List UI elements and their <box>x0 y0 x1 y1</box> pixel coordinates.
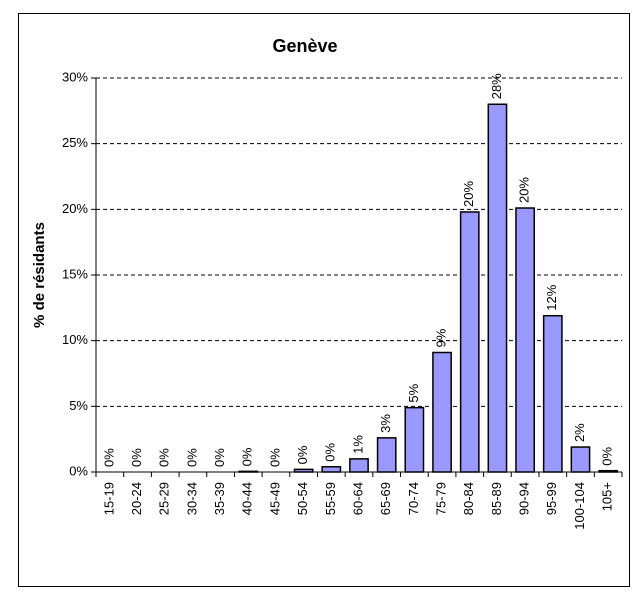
value-label: 9% <box>433 328 448 347</box>
value-label: 0% <box>295 445 310 464</box>
y-tick-label: 5% <box>69 398 88 413</box>
value-label: 20% <box>461 181 476 207</box>
x-tick-label: 50-54 <box>295 482 310 515</box>
bar <box>376 437 397 473</box>
x-tick-label: 25-29 <box>157 482 172 515</box>
x-tick-label: 100-104 <box>572 482 587 530</box>
value-label: 0% <box>212 448 227 467</box>
value-label: 0% <box>101 448 116 467</box>
x-tick-label: 75-79 <box>433 482 448 515</box>
x-tick-label: 55-59 <box>323 482 338 515</box>
x-tick-label: 30-34 <box>184 482 199 515</box>
value-label: 0% <box>157 448 172 467</box>
bar <box>404 406 425 473</box>
bar <box>598 469 619 473</box>
value-label: 3% <box>378 414 393 433</box>
bar <box>487 103 508 473</box>
bar <box>238 470 259 473</box>
value-label: 0% <box>267 448 282 467</box>
value-label: 0% <box>184 448 199 467</box>
x-tick-label: 40-44 <box>240 482 255 515</box>
y-tick-label: 10% <box>62 332 88 347</box>
x-tick-label: 70-74 <box>406 482 421 515</box>
value-label: 20% <box>517 177 532 203</box>
value-label: 5% <box>406 383 421 402</box>
bar <box>349 458 369 473</box>
y-tick-label: 25% <box>62 135 88 150</box>
bar <box>459 211 480 473</box>
bar <box>515 207 535 473</box>
x-tick-label: 60-64 <box>350 482 365 515</box>
value-label: 0% <box>240 447 255 466</box>
value-label: 2% <box>572 423 587 442</box>
y-tick-label: 15% <box>62 266 88 281</box>
bar <box>542 314 563 473</box>
bar <box>293 468 314 473</box>
x-tick-label: 65-69 <box>378 482 393 515</box>
chart-title: Genève <box>272 36 337 56</box>
y-tick-label: 30% <box>62 69 88 84</box>
value-label: 1% <box>350 435 365 454</box>
x-tick-label: 90-94 <box>517 482 532 515</box>
x-tick-label: 85-89 <box>489 482 504 515</box>
value-label: 0% <box>323 443 338 462</box>
bar <box>570 446 591 473</box>
value-label: 12% <box>544 284 559 310</box>
x-tick-label: 15-19 <box>101 482 116 515</box>
value-label: 28% <box>489 73 504 99</box>
x-tick-label: 20-24 <box>129 482 144 515</box>
bar <box>432 351 452 473</box>
y-tick-label: 0% <box>69 463 88 478</box>
bar <box>321 465 342 473</box>
x-tick-label: 95-99 <box>544 482 559 515</box>
x-tick-label: 80-84 <box>461 482 476 515</box>
y-tick-label: 20% <box>62 201 88 216</box>
value-label: 0% <box>600 446 615 465</box>
x-tick-label: 45-49 <box>267 482 282 515</box>
x-tick-label: 105+ <box>600 482 615 511</box>
y-axis-label: % de résidants <box>31 222 48 328</box>
x-tick-label: 35-39 <box>212 482 227 515</box>
value-label: 0% <box>129 448 144 467</box>
